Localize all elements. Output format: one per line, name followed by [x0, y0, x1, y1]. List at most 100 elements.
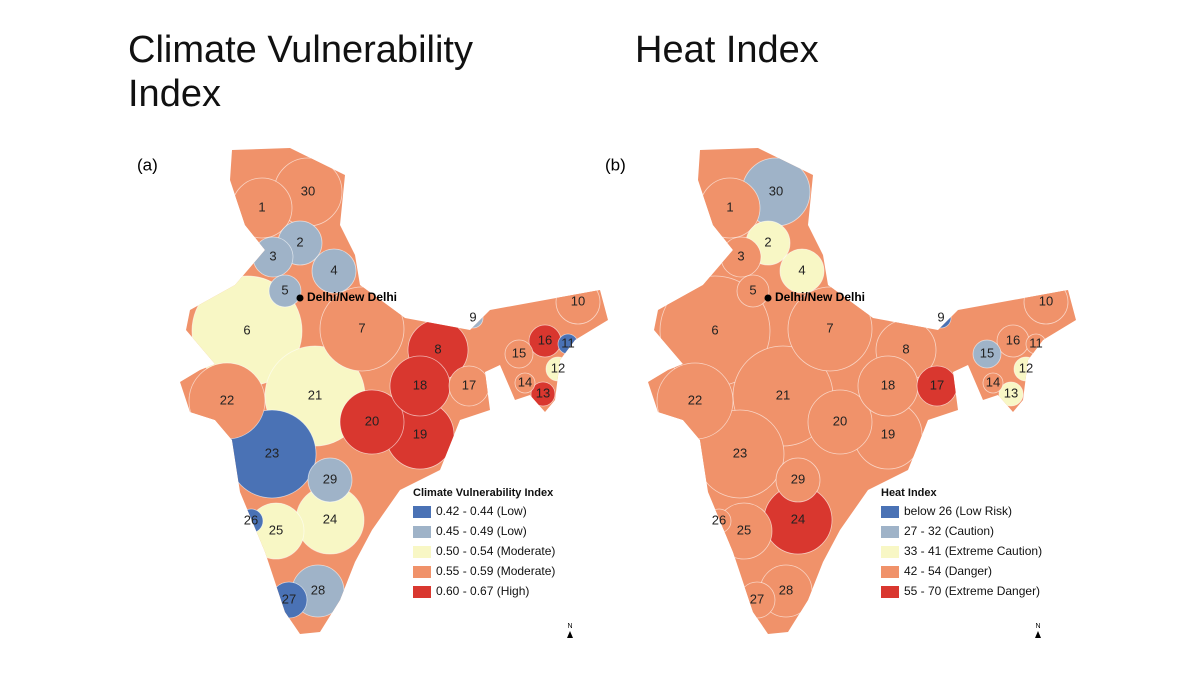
legend-swatch — [881, 566, 899, 578]
legend-label: 27 - 32 (Caution) — [904, 524, 994, 538]
region-label: 9 — [937, 309, 944, 324]
region — [998, 381, 1024, 407]
legend-label: 0.60 - 0.67 (High) — [436, 584, 529, 598]
panel-tag: (b) — [605, 155, 626, 174]
city-label: Delhi/New Delhi — [775, 290, 865, 304]
region-label: 18 — [881, 377, 895, 392]
region-label: 30 — [301, 183, 315, 198]
panel-tag: (a) — [137, 155, 158, 174]
city-marker — [764, 294, 772, 302]
region-label: 22 — [688, 392, 702, 407]
region-label: 19 — [881, 426, 895, 441]
legend-label: 33 - 41 (Extreme Caution) — [904, 544, 1042, 558]
legend-swatch — [413, 506, 431, 518]
region-label: 24 — [323, 511, 337, 526]
region-label: 10 — [1039, 293, 1053, 308]
region — [307, 457, 353, 503]
region-label: 5 — [749, 282, 756, 297]
map: (a)6212372219243020181825282410293172751… — [137, 148, 608, 638]
region — [972, 339, 1002, 369]
region-label: 23 — [265, 445, 279, 460]
region-label: 27 — [750, 591, 764, 606]
region — [514, 372, 536, 394]
region-label: 23 — [733, 445, 747, 460]
legend-swatch — [413, 566, 431, 578]
region-label: 4 — [330, 262, 337, 277]
region-label: 12 — [551, 360, 565, 375]
region-label: 1 — [726, 199, 733, 214]
region-label: 13 — [1004, 385, 1018, 400]
region-label: 22 — [220, 392, 234, 407]
legend-title: Climate Vulnerability Index — [413, 487, 554, 499]
legend-swatch — [881, 546, 899, 558]
region-label: 27 — [282, 591, 296, 606]
region-label: 3 — [737, 248, 744, 263]
region-label: 16 — [1006, 332, 1020, 347]
region-label: 14 — [986, 374, 1000, 389]
legend-swatch — [413, 526, 431, 538]
region-label: 25 — [269, 522, 283, 537]
legend-swatch — [881, 526, 899, 538]
region-label: 5 — [281, 282, 288, 297]
region-label: 9 — [469, 309, 476, 324]
legend-swatch — [413, 586, 431, 598]
region — [504, 339, 534, 369]
legend-label: 0.42 - 0.44 (Low) — [436, 504, 527, 518]
region-label: 8 — [902, 341, 909, 356]
region — [807, 389, 873, 455]
map-title: Heat Index — [635, 29, 819, 71]
region-label: 26 — [244, 512, 258, 527]
region-label: 1 — [258, 199, 265, 214]
region-label: 2 — [296, 234, 303, 249]
map-title: Climate Vulnerability Index — [128, 29, 473, 115]
legend-swatch — [881, 506, 899, 518]
region-label: 20 — [833, 413, 847, 428]
legend-label: below 26 (Low Risk) — [904, 504, 1012, 518]
region — [339, 389, 405, 455]
region-label: 17 — [462, 377, 476, 392]
region-label: 15 — [512, 345, 526, 360]
region-label: 29 — [323, 471, 337, 486]
region-label: 7 — [826, 320, 833, 335]
map: (b)6212372219243020181825282410293172751… — [605, 148, 1076, 638]
legend-label: 0.45 - 0.49 (Low) — [436, 524, 527, 538]
city-marker — [296, 294, 304, 302]
region-label: 11 — [561, 335, 575, 350]
region — [982, 372, 1004, 394]
region — [787, 286, 873, 372]
region-label: 15 — [980, 345, 994, 360]
region-label: 8 — [434, 341, 441, 356]
region-label: 6 — [243, 322, 250, 337]
region-label: 13 — [536, 385, 550, 400]
region-label: 2 — [764, 234, 771, 249]
north-arrow — [567, 631, 573, 638]
region — [736, 274, 770, 308]
map-area — [180, 148, 608, 634]
region-label: 21 — [308, 387, 322, 402]
region-label: 3 — [269, 248, 276, 263]
region — [779, 248, 825, 294]
region-label: 18 — [413, 377, 427, 392]
region-label: 30 — [769, 183, 783, 198]
legend-swatch — [881, 586, 899, 598]
region-label: 14 — [518, 374, 532, 389]
city-label: Delhi/New Delhi — [307, 290, 397, 304]
region-label: 28 — [779, 582, 793, 597]
legend-swatch — [413, 546, 431, 558]
legend-label: 55 - 70 (Extreme Danger) — [904, 584, 1040, 598]
legend-label: 0.50 - 0.54 (Moderate) — [436, 544, 555, 558]
region-label: 11 — [1029, 335, 1043, 350]
region-label: 6 — [711, 322, 718, 337]
region — [319, 286, 405, 372]
region-label: 29 — [791, 471, 805, 486]
north-arrow — [1035, 631, 1041, 638]
legend-label: 42 - 54 (Danger) — [904, 564, 992, 578]
map-area — [648, 148, 1076, 634]
region — [530, 381, 556, 407]
region-label: 20 — [365, 413, 379, 428]
region-label: 28 — [311, 582, 325, 597]
region-label: 16 — [538, 332, 552, 347]
region — [775, 457, 821, 503]
